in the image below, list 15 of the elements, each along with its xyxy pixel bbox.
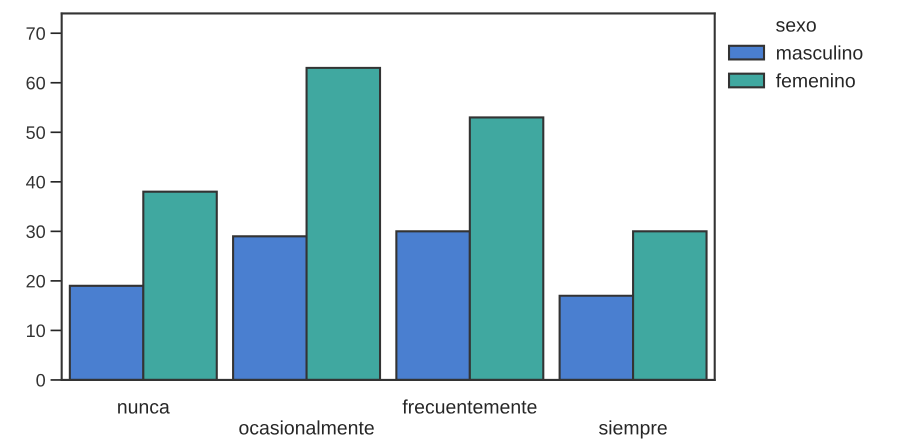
y-tick-label: 30 [26, 225, 45, 238]
legend-title: sexo [776, 21, 816, 32]
y-tick-label: 50 [26, 126, 45, 140]
x-tick-label: ocasionalmente [239, 420, 374, 435]
y-tick-label: 70 [26, 27, 45, 40]
x-tick-label: frecuentemente [402, 399, 537, 414]
y-tick-label: 20 [26, 274, 45, 288]
x-tick-label: siempre [599, 420, 667, 438]
legend-label: masculino [776, 45, 862, 60]
legend-label: femenino [776, 73, 855, 88]
y-tick-label: 60 [26, 76, 45, 90]
y-tick-label: 0 [36, 374, 45, 387]
y-tick-label: 10 [27, 324, 45, 338]
x-tick-label: nunca [118, 403, 170, 414]
y-tick-label: 40 [26, 176, 45, 189]
